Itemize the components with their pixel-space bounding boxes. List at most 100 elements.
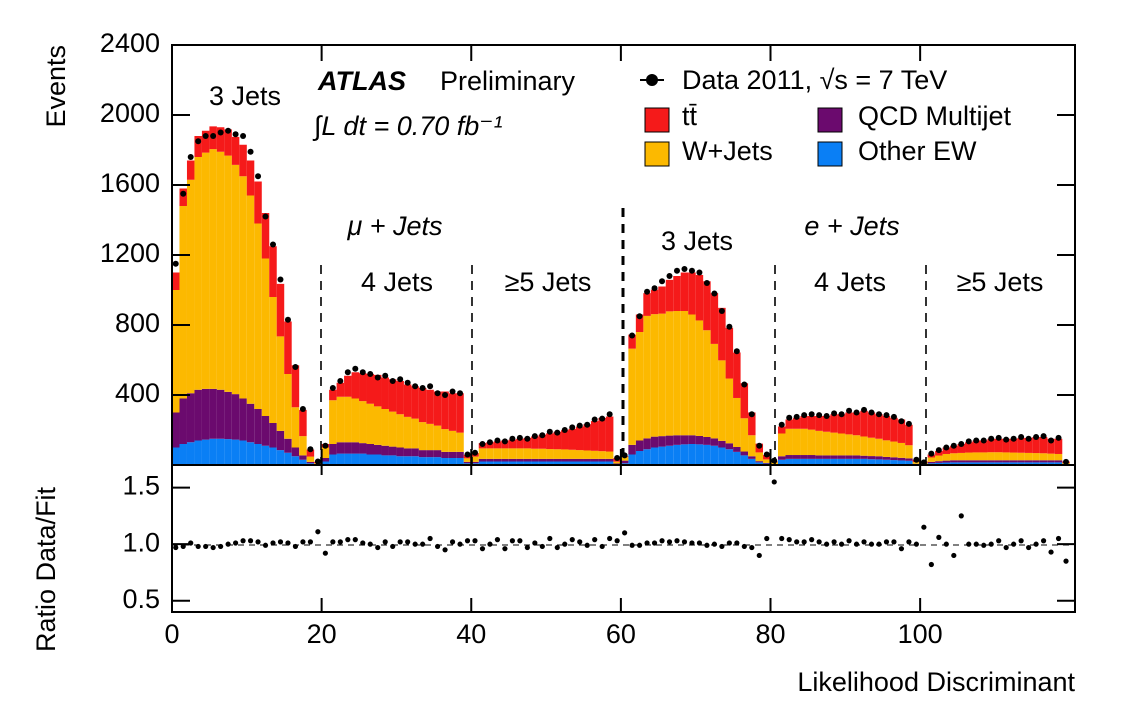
histogram-bar [830,458,838,465]
legend-swatch [817,107,843,133]
histogram-bar [665,279,674,312]
histogram-bar [291,407,300,448]
ratio-point [659,538,665,544]
histogram-bar [972,440,980,453]
histogram-bar [710,438,719,446]
histogram-bar [246,442,255,465]
histogram-bar [890,417,898,442]
data-point [644,288,651,295]
data-point [195,138,202,145]
histogram-bar [433,425,442,451]
histogram-bar [426,450,434,458]
data-point [606,411,613,418]
data-point [890,413,897,420]
histogram-bar [561,458,569,462]
data-point [531,433,538,440]
histogram-bar [216,438,225,465]
histogram-bar [538,448,547,459]
ratio-point [240,538,246,544]
ratio-y-tick-label: 1.5 [122,471,160,501]
ratio-y-tick-label: 1.0 [122,527,160,557]
histogram-bar [359,443,367,454]
histogram-bar [830,414,838,433]
histogram-bar [396,414,404,448]
histogram-bar [800,416,808,429]
histogram-bar [710,293,719,344]
histogram-bar [628,334,636,349]
histogram-bar [680,272,689,311]
histogram-bar [396,381,404,415]
histogram-bar [344,396,352,443]
region-label: e + Jets [804,211,899,241]
histogram-bar [508,458,517,462]
histogram-bar [875,459,883,465]
histogram-bar [321,458,330,462]
histogram-bar [194,389,202,441]
ratio-point [636,542,643,548]
histogram-bar [523,458,532,462]
region-label: 3 Jets [209,81,281,111]
histogram-bar [688,272,696,315]
histogram-bar [561,461,569,465]
histogram-bar [605,458,614,462]
data-point [808,411,815,418]
data-point [733,348,740,355]
ratio-point [913,541,919,547]
histogram-bar [635,451,644,465]
histogram-bar [882,416,891,441]
ratio-point [681,539,688,545]
histogram-bar [890,441,898,458]
histogram-bar [882,456,891,460]
histogram-bar [276,336,285,431]
data-point [778,421,785,428]
histogram-bar [807,416,816,430]
ratio-point [195,543,201,550]
data-point [329,385,336,391]
ratio-point [270,540,276,546]
histogram-bar [994,438,1003,453]
histogram-bar [1017,437,1025,453]
region-label: ≥5 Jets [957,267,1044,297]
histogram-bar [785,455,793,459]
histogram-bar [344,442,352,454]
histogram-bar [695,320,704,436]
histogram-bar [546,461,554,465]
histogram-bar [329,444,337,455]
data-point [419,385,426,391]
data-point [905,420,912,427]
histogram-bar [1032,462,1040,465]
histogram-bar [561,430,569,450]
histogram-bar [979,460,988,463]
histogram-bar [897,457,906,461]
histogram-bar [201,388,210,440]
x-tick-label: 80 [755,619,785,649]
histogram-bar [366,403,374,444]
histogram-bar [755,462,764,465]
histogram-bar [321,461,330,465]
histogram-bar [403,448,412,457]
ratio-point [262,542,269,548]
histogram-bar [740,451,749,456]
ratio-point [449,539,456,545]
histogram-bar [695,435,704,445]
histogram-bar [224,439,232,465]
histogram-bar [837,433,846,456]
ratio-point [330,539,336,545]
histogram-bar [785,428,793,456]
data-point [202,133,209,139]
histogram-bar [613,461,621,464]
histogram-bar [658,313,666,437]
data-point [786,414,793,421]
histogram-bar [336,453,345,465]
data-point [1055,434,1062,441]
legend-label: Data 2011, √s = 7 TeV [682,65,947,95]
histogram-bar [590,421,599,451]
ratio-point [539,543,545,550]
histogram-bar [882,440,891,457]
ratio-point [524,544,530,551]
histogram-bar [254,409,262,444]
histogram-bar [194,157,202,390]
data-point [449,388,456,395]
data-point [269,241,276,248]
data-point [763,451,770,458]
